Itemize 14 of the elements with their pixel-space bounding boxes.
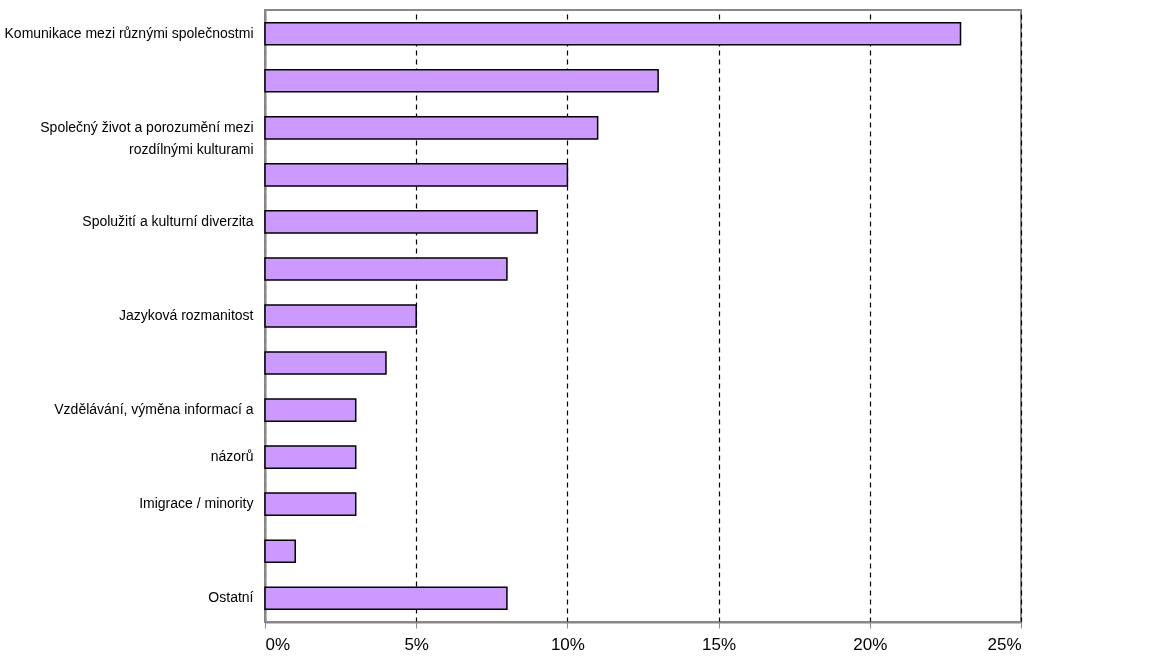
x-tick-label: 25% — [987, 634, 1022, 654]
y-tick-label: názorů — [210, 448, 254, 465]
x-tick-label: 5% — [404, 634, 429, 654]
y-tick-label: Komunikace mezi různými společnostmi — [4, 24, 254, 41]
x-tick-label: 15% — [702, 634, 737, 654]
y-tick-label: Ostatní — [208, 589, 254, 606]
x-tick-label: 10% — [550, 634, 585, 654]
x-tick-label: 20% — [853, 634, 888, 654]
y-tick-label: Spolužití a kulturní diverzita — [82, 212, 254, 229]
x-tick-label: 0% — [265, 634, 291, 654]
y-tick-label: Jazyková rozmanitost — [118, 307, 254, 323]
y-tick-label: Společný život a porozumění mezi rozdílnými kulturami — [40, 118, 254, 157]
y-tick-label: Imigrace / minority — [139, 495, 254, 512]
y-tick-label: Vzdělávání, výměna informací a — [54, 401, 254, 418]
